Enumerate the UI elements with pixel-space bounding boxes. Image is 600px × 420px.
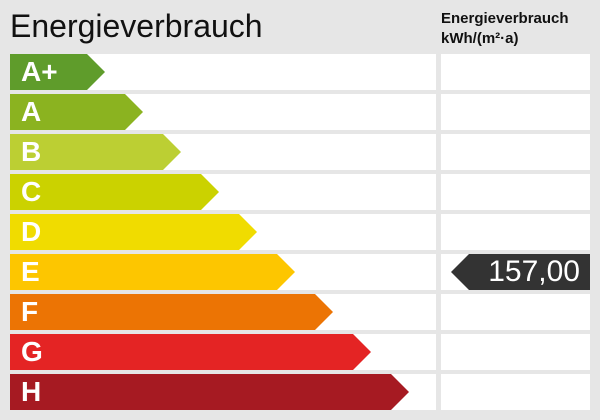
energy-class-row: C [10, 174, 590, 210]
energy-class-bar: D [10, 214, 257, 250]
value-cell [441, 94, 590, 130]
energy-class-bar: H [10, 374, 409, 410]
energy-class-label: H [21, 376, 42, 407]
page-title: Energieverbrauch [10, 8, 263, 44]
bar-cell: E [10, 254, 436, 290]
value-cell [441, 214, 590, 250]
value-cell [441, 374, 590, 410]
bar-cell: A [10, 94, 436, 130]
energy-class-bar: B [10, 134, 181, 170]
bar-cell: A+ [10, 54, 436, 90]
unit-header-line2: kWh/(m²·a) [441, 30, 519, 47]
energy-class-label: C [21, 176, 42, 207]
energy-class-bar: A+ [10, 54, 105, 90]
energy-class-label: A [21, 96, 42, 127]
energy-class-row: A+ [10, 54, 590, 90]
energy-class-row: B [10, 134, 590, 170]
energy-class-label: D [21, 216, 42, 247]
value-cell [441, 174, 590, 210]
energy-class-label: A+ [21, 56, 58, 87]
energy-class-label: E [21, 256, 40, 287]
unit-header: Energieverbrauch kWh/(m²·a) [441, 9, 569, 49]
energy-class-row: A [10, 94, 590, 130]
bar-cell: H [10, 374, 436, 410]
energy-class-bar: F [10, 294, 333, 330]
energy-class-row: H [10, 374, 590, 410]
bar-cell: D [10, 214, 436, 250]
energy-class-bar: E [10, 254, 295, 290]
energy-class-row: F [10, 294, 590, 330]
bar-cell: C [10, 174, 436, 210]
bar-cell: G [10, 334, 436, 370]
unit-header-line1: Energieverbrauch [441, 10, 569, 27]
value-cell [441, 334, 590, 370]
bar-cell: B [10, 134, 436, 170]
energy-class-bar: G [10, 334, 371, 370]
bar-cell: F [10, 294, 436, 330]
energy-class-row: G [10, 334, 590, 370]
consumption-marker: 157,00 [451, 254, 590, 290]
energy-class-row: E 157,00 [10, 254, 590, 290]
value-cell [441, 54, 590, 90]
energy-class-row: D [10, 214, 590, 250]
energy-class-bar: A [10, 94, 143, 130]
value-cell [441, 294, 590, 330]
energy-class-label: G [21, 336, 43, 367]
energy-class-bar: C [10, 174, 219, 210]
value-cell [441, 134, 590, 170]
energy-class-label: B [21, 136, 42, 167]
consumption-value: 157,00 [488, 255, 580, 288]
energy-class-label: F [21, 296, 39, 327]
